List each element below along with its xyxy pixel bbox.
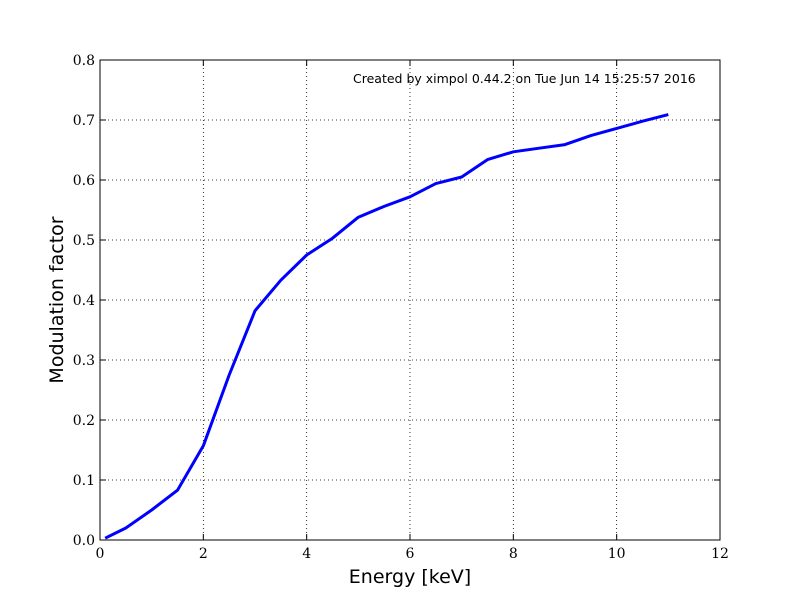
y-tick-label: 0.3 [73,353,95,369]
chart-annotation: Created by ximpol 0.44.2 on Tue Jun 14 1… [353,71,696,86]
tick-labels: 0 2 4 6 8 10 12 0.0 0.1 0.2 0.3 0.4 0.5 0.6 0.7 0.8 [73,53,729,562]
x-axis-label: Energy [keV] [349,566,471,588]
y-tick-label: 0.0 [73,533,95,549]
y-tick-label: 0.6 [73,173,95,189]
grid-lines [100,60,720,540]
y-tick-label: 0.8 [73,53,95,69]
x-tick-label: 2 [199,546,208,562]
y-tick-label: 0.1 [73,473,95,489]
y-tick-label: 0.5 [73,233,95,249]
x-tick-label: 10 [608,546,626,562]
series-layer [104,113,669,540]
y-tick-label: 0.2 [73,413,95,429]
x-tick-label: 6 [406,546,415,562]
y-tick-label: 0.7 [73,113,95,129]
x-tick-label: 8 [509,546,518,562]
tick-marks [99,59,721,541]
y-tick-label: 0.4 [73,293,95,309]
y-axis-label: Modulation factor [46,216,68,383]
x-tick-label: 0 [96,546,105,562]
x-tick-label: 12 [711,546,729,562]
series-line [104,113,669,540]
x-tick-label: 4 [302,546,311,562]
